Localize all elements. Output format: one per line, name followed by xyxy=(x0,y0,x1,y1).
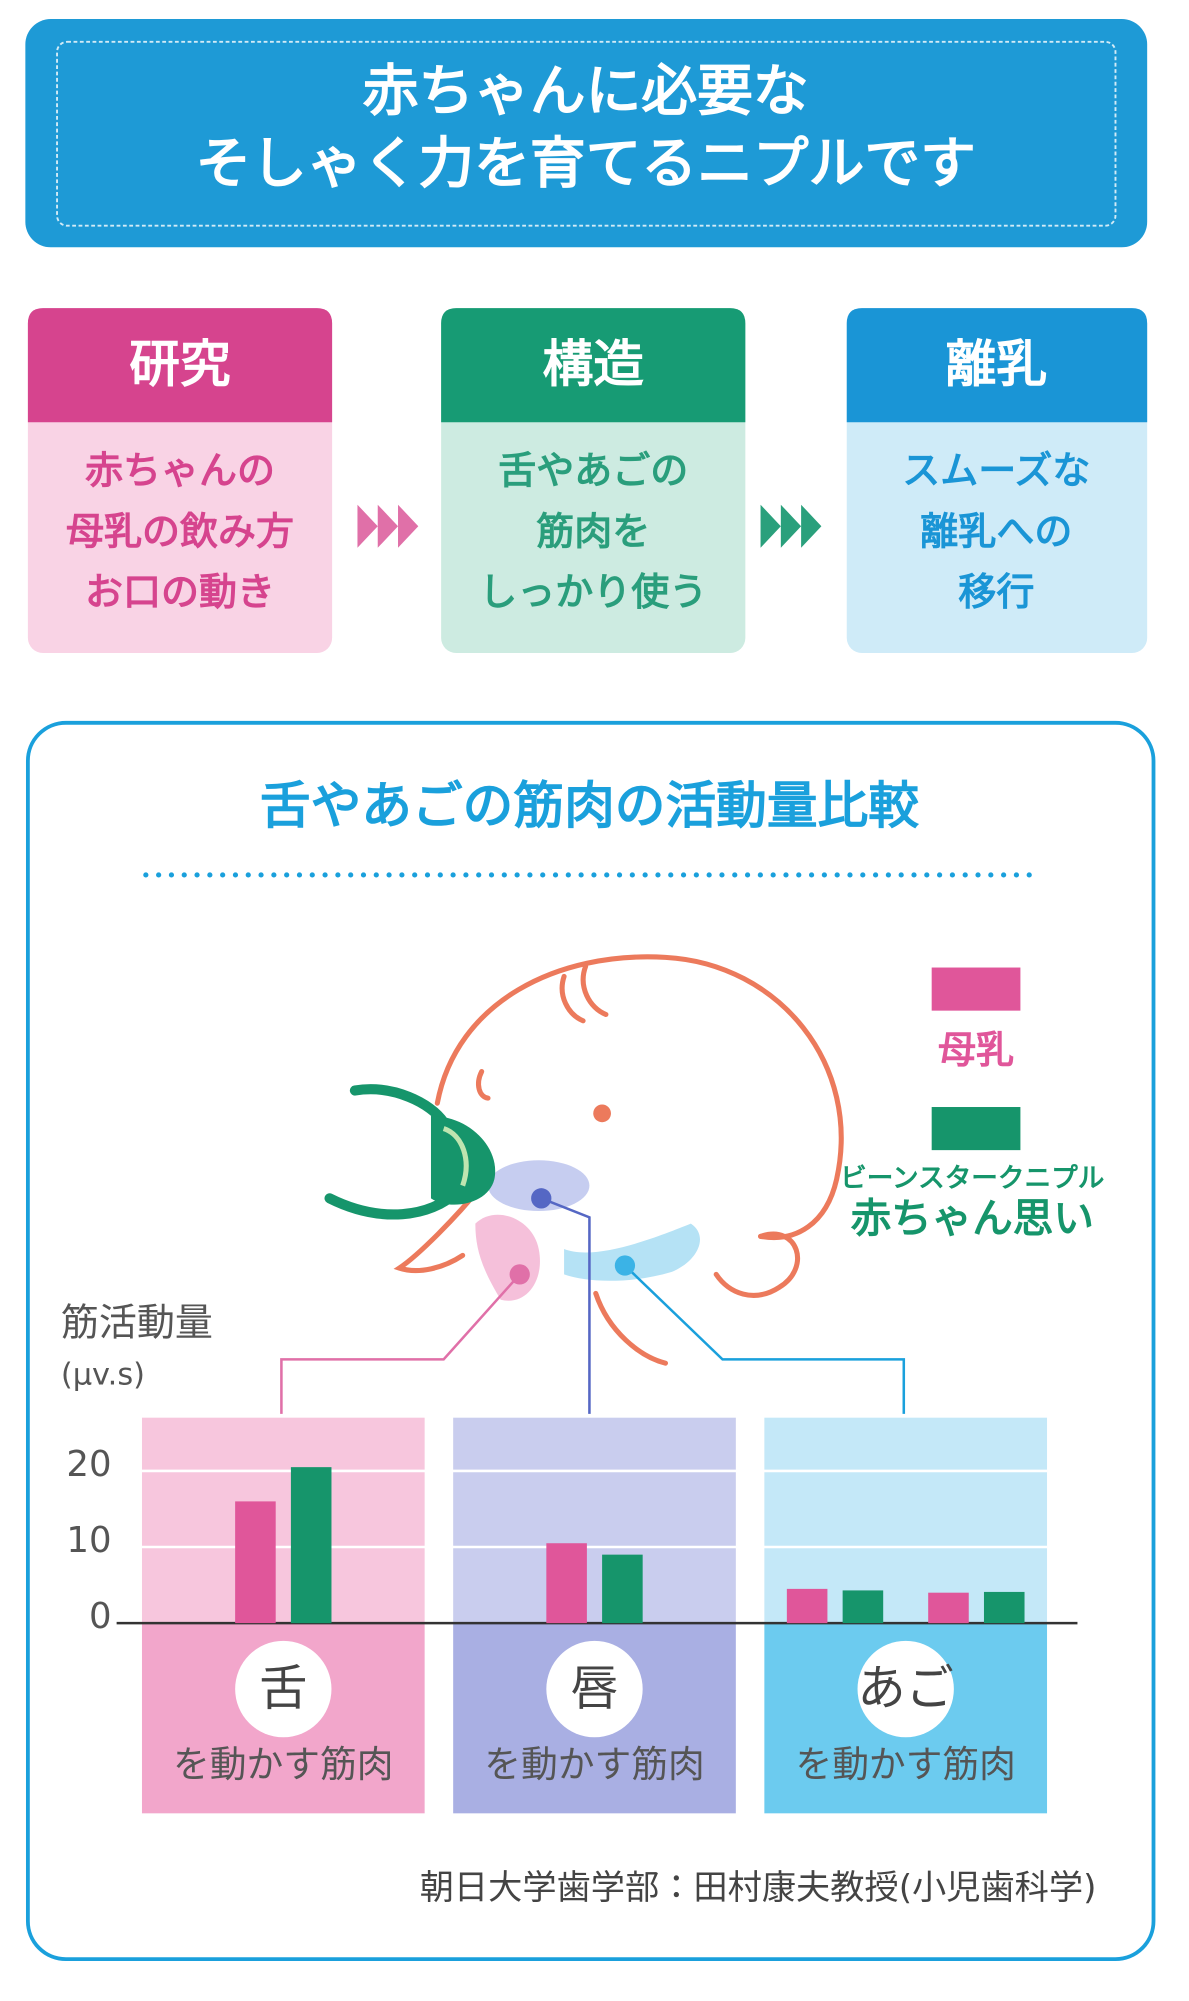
y-tick-label: 10 xyxy=(66,1520,111,1561)
step-heading: 離乳 xyxy=(946,335,1047,394)
step-text: 筋肉を xyxy=(536,509,650,553)
nipple xyxy=(324,1084,496,1220)
point-dot xyxy=(614,1255,636,1276)
y-axis-unit: (μv.s) xyxy=(61,1357,145,1392)
step: 構造 舌やあごの 筋肉を しっかり使う xyxy=(441,308,746,654)
header-title: そしゃく力を育てるニプルです xyxy=(195,132,976,197)
bar xyxy=(290,1467,332,1624)
step: 離乳 スムーズな 離乳への 移行 xyxy=(846,308,1148,654)
category-badge xyxy=(235,1640,332,1738)
category-badge xyxy=(857,1640,954,1738)
step-head xyxy=(441,308,746,423)
category-panel xyxy=(141,1417,425,1624)
step-text: しっかり使う xyxy=(479,570,707,614)
step: 研究 赤ちゃんの 母乳の飲み方 お口の動き xyxy=(27,308,333,654)
x-tick-label: 舌 xyxy=(259,1661,307,1717)
point-dot xyxy=(531,1188,552,1209)
source-note: 朝日大学歯学部：田村康夫教授(小児歯科学) xyxy=(420,1868,1097,1908)
baby-illustration xyxy=(393,954,844,1366)
step-text: 赤ちゃんの xyxy=(85,448,275,492)
y-tick-label: 0 xyxy=(89,1596,112,1637)
y-tick-label: 20 xyxy=(66,1444,111,1485)
bar xyxy=(602,1554,643,1624)
step-text: 離乳への xyxy=(920,509,1072,553)
arrow xyxy=(357,504,419,548)
category-badge xyxy=(546,1640,643,1738)
x-tick-label: あご xyxy=(858,1661,954,1717)
step-head xyxy=(27,308,333,423)
step-heading: 構造 xyxy=(543,335,645,394)
point-dot xyxy=(509,1264,530,1285)
legend-label: 赤ちゃん思い xyxy=(851,1194,1094,1242)
bar xyxy=(928,1592,969,1624)
bar xyxy=(842,1590,884,1624)
chart-title: 舌やあごの筋肉の活動量比較 xyxy=(260,776,919,835)
step-head xyxy=(846,308,1148,423)
bar xyxy=(235,1501,276,1624)
category-sublabel: を動かす筋肉 xyxy=(484,1743,704,1786)
category-panel xyxy=(453,1417,736,1624)
step-text: スムーズな xyxy=(902,448,1090,492)
bar xyxy=(546,1543,587,1624)
category-sublabel: を動かす筋肉 xyxy=(795,1743,1015,1786)
connector xyxy=(280,1197,906,1414)
legend-swatch xyxy=(931,967,1021,1011)
y-axis-label: 筋活動量 xyxy=(61,1301,213,1345)
legend-brand: ビーンスタークニプル xyxy=(840,1163,1104,1194)
category-sublabel: を動かす筋肉 xyxy=(173,1743,393,1786)
arrow xyxy=(760,504,822,548)
step-heading: 研究 xyxy=(129,335,230,394)
header-box xyxy=(25,19,1148,248)
step-text: 舌やあごの xyxy=(498,448,688,492)
legend-label: 母乳 xyxy=(938,1028,1014,1072)
bar xyxy=(786,1588,828,1624)
step-text: お口の動き xyxy=(85,570,275,614)
header-frame xyxy=(56,40,1117,227)
jaw-area xyxy=(564,1223,700,1281)
legend-swatch xyxy=(931,1107,1021,1151)
step-text: 移行 xyxy=(958,570,1034,614)
header-title: 赤ちゃんに必要な xyxy=(363,59,809,124)
bar xyxy=(983,1591,1025,1624)
step-text: 母乳の飲み方 xyxy=(66,509,294,553)
x-tick-label: 唇 xyxy=(570,1661,618,1717)
lip-area xyxy=(488,1160,590,1211)
